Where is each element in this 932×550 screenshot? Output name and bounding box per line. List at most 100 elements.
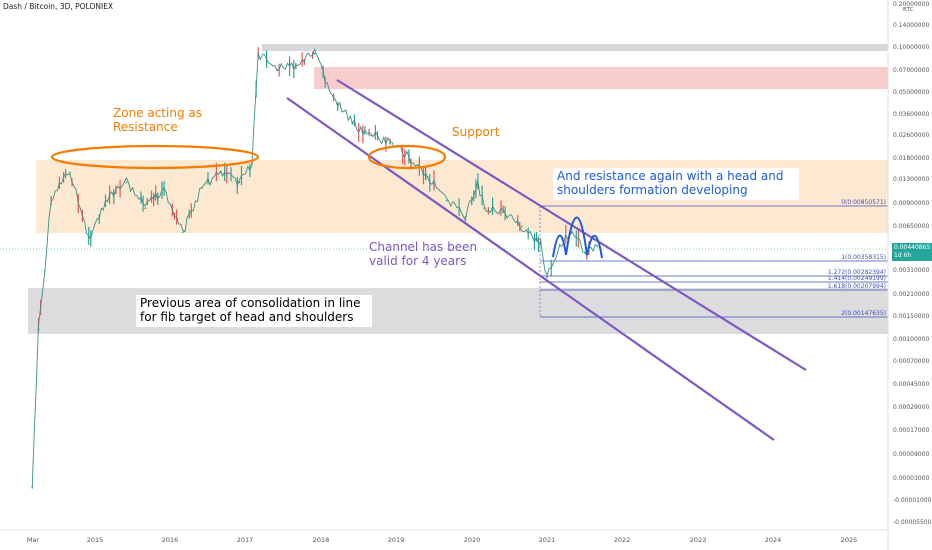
price-point [539,244,542,246]
x-tick-label: 2018 [313,536,330,544]
y-tick-label: -0.00005500 [893,519,932,526]
resistance-ellipse [50,144,260,170]
price-point [583,251,586,254]
y-tick-label: 0.00045000 [893,381,929,388]
price-point [546,276,548,279]
y-tick-label: 0.00029000 [893,404,929,411]
price-point [558,244,561,246]
price-point [571,231,573,234]
currency-label: BTC [903,7,914,13]
price-point [332,97,335,99]
current-price-flag: 0.00440865 1d 6h [892,243,932,261]
y-tick-label: 0.00150000 [893,313,929,320]
price-series-layer [31,47,599,489]
price-point [502,211,504,214]
support-ellipse [367,144,447,170]
price-point [426,176,429,179]
y-tick-label: 0.00017000 [893,427,929,434]
head-arc [565,216,588,256]
fib-extension-layer: 0(0.00850571) 1(0.00358315) 1.272(0.002823… [539,199,888,318]
y-tick-label: 0.20000000 [893,1,929,8]
y-tick-label: 0.07000000 [893,67,929,74]
price-point [257,52,260,55]
y-tick-label: 0.01800000 [893,155,929,162]
price-point [596,245,599,248]
y-tick-label: 0.00900000 [893,200,929,207]
annotation-head-shoulders[interactable]: And resistance again with a head and sho… [553,168,799,200]
y-tick-label: 0.02600000 [893,132,929,139]
price-point [163,187,166,189]
y-tick-label: 0.03600000 [893,111,929,118]
bar-countdown: 1d 6h [894,252,912,259]
y-tick-label: 0.00003000 [893,475,929,482]
price-point [251,163,253,165]
x-tick-label: 2022 [614,536,631,544]
price-point [200,187,203,189]
x-tick-label: 2023 [690,536,707,544]
fib-level-label: 2(0.00147635) [841,310,886,317]
x-tick-label: 2019 [388,536,405,544]
price-point [238,181,241,184]
price-point [464,215,467,218]
price-point [125,181,128,184]
x-tick-label: 2021 [539,536,556,544]
y-tick-label: 0.05000000 [893,89,929,96]
price-point [50,196,52,199]
price-point [521,225,523,228]
y-tick-label: 0.01300000 [893,176,929,183]
top-band-zone [262,44,888,51]
y-tick-label: 0.00310000 [893,267,929,274]
annotation-zone-resistance[interactable]: Zone acting as Resistance [113,106,202,134]
price-point [69,171,71,174]
price-point [483,207,486,210]
annotation-support[interactable]: Support [452,125,500,139]
drawings-layer [50,79,807,441]
price-point [144,207,147,210]
x-tick-label: 2020 [464,536,481,544]
price-point [295,64,297,67]
price-point [351,122,354,125]
y-axis: 0.20000000 0.14000000 0.10000000 0.07000000… [887,0,932,550]
price-point [87,237,90,240]
price-point [276,68,278,71]
y-tick-label: 0.00009000 [893,451,929,458]
price-point [106,199,109,202]
channel-lower-line [286,97,775,441]
top-resistance-zone [314,67,888,89]
price-point [445,199,448,202]
price-series-line [31,48,598,488]
price-point [182,231,184,234]
annotation-consolidation[interactable]: Previous area of consolidation in line f… [136,295,372,327]
annotation-channel[interactable]: Channel has been valid for 4 years [369,240,478,268]
x-tick-label: 2024 [765,536,782,544]
chart-title: Dash / Bitcoin, 3D, POLONIEX [3,2,114,11]
price-point [370,134,373,137]
y-tick-label: 0.00070000 [893,358,929,365]
left-shoulder-arc [552,234,567,258]
right-shoulder-arc [586,234,603,259]
y-tick-label: -0.00001000 [893,497,932,504]
x-tick-label: 2016 [162,536,179,544]
y-tick-label: 0.14000000 [893,22,929,29]
price-point [408,155,410,158]
price-point [31,486,34,489]
x-tick-label: 2017 [237,536,254,544]
price-point [219,171,222,174]
price-point [37,328,40,331]
price-point [313,52,316,55]
fib-level-label: 0(0.00850571) [841,199,886,206]
y-tick-label: 0.00210000 [893,291,929,298]
x-tick-label: 2015 [87,536,104,544]
fib-level-label: 1.272(0.00282394) [828,269,886,276]
fib-level-label: 1(0.00358315) [841,254,886,261]
x-axis: Mar 2015 2016 2017 2018 2019 2020 2021 2022 2023 2… [0,529,888,544]
fib-level-label: 1.618(0.00207994) [828,283,886,290]
price-point [389,142,391,145]
y-tick-label: 0.10000000 [893,44,929,51]
x-tick-label: Mar [27,536,40,544]
y-tick-label: 0.00650000 [893,223,929,230]
fib-level-label: 1.414(0.00249199) [828,275,886,282]
price-point [477,181,479,184]
x-tick-label: 2025 [841,536,858,544]
